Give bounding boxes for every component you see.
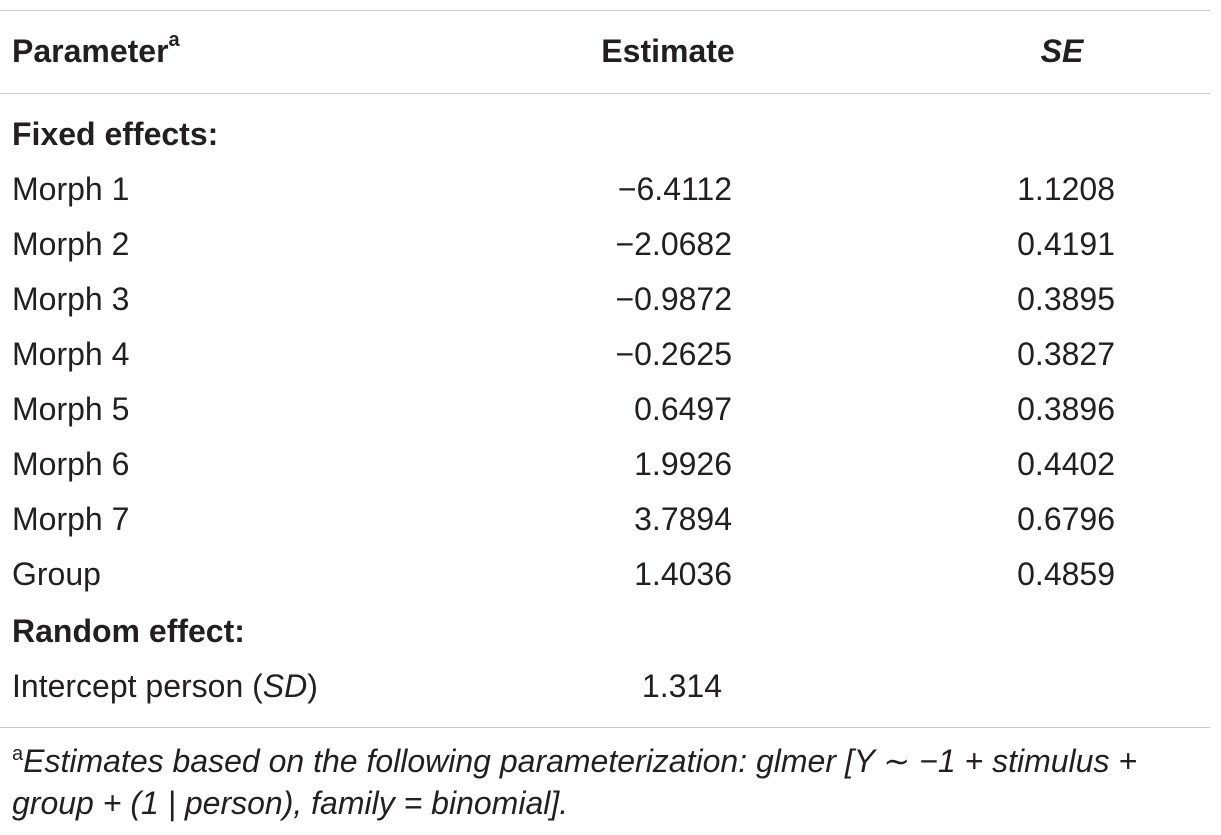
row-se: 0.4859 bbox=[1017, 556, 1115, 592]
section-title-random: Random effect: bbox=[12, 613, 245, 649]
table-row: Morph 7 3.7894 0.6796 bbox=[0, 492, 1210, 547]
row-estimate: −0.9872 bbox=[615, 281, 732, 317]
header-se: SE bbox=[1040, 33, 1084, 69]
row-se: 0.6796 bbox=[1017, 501, 1115, 537]
table-row: Morph 1 −6.4112 1.1208 bbox=[0, 162, 1210, 217]
bottom-rule bbox=[0, 727, 1210, 728]
row-estimate: 1.4036 bbox=[634, 556, 732, 592]
row-se: 1.1208 bbox=[1017, 171, 1115, 207]
table-row: Morph 4 −0.2625 0.3827 bbox=[0, 327, 1210, 382]
table-row: Morph 3 −0.9872 0.3895 bbox=[0, 272, 1210, 327]
table-row: Intercept person (SD) 1.314 bbox=[0, 659, 1210, 714]
row-parameter: Morph 5 bbox=[12, 391, 130, 427]
table-row: Morph 5 0.6497 0.3896 bbox=[0, 382, 1210, 437]
table-footnote: aEstimates based on the following parame… bbox=[12, 740, 1207, 824]
row-estimate: −2.0682 bbox=[615, 226, 732, 262]
header-parameter: Parametera bbox=[12, 29, 180, 69]
row-se: 0.3896 bbox=[1017, 391, 1115, 427]
table-row: Group 1.4036 0.4859 bbox=[0, 547, 1210, 602]
header-row: Parametera Estimate SE bbox=[0, 24, 1210, 79]
row-parameter: Morph 3 bbox=[12, 281, 130, 317]
row-se: 0.4191 bbox=[1017, 226, 1115, 262]
row-se: 0.3895 bbox=[1017, 281, 1115, 317]
section-title-fixed: Fixed effects: bbox=[12, 116, 219, 152]
footnote-marker: a bbox=[12, 743, 24, 765]
row-estimate: 3.7894 bbox=[634, 501, 732, 537]
table-row: Morph 2 −2.0682 0.4191 bbox=[0, 217, 1210, 272]
table-row: Morph 6 1.9926 0.4402 bbox=[0, 437, 1210, 492]
header-estimate: Estimate bbox=[601, 33, 735, 69]
row-estimate: 1.9926 bbox=[634, 446, 732, 482]
row-estimate: −6.4112 bbox=[617, 171, 732, 207]
row-se: 0.4402 bbox=[1017, 446, 1115, 482]
row-se: 0.3827 bbox=[1017, 336, 1115, 372]
row-parameter: Morph 4 bbox=[12, 336, 130, 372]
header-parameter-note: a bbox=[168, 29, 180, 51]
row-parameter: Morph 7 bbox=[12, 501, 130, 537]
row-parameter: Morph 1 bbox=[12, 171, 130, 207]
row-parameter: Intercept person (SD) bbox=[12, 668, 318, 704]
row-parameter: Group bbox=[12, 556, 101, 592]
row-estimate: −0.2625 bbox=[615, 336, 732, 372]
row-parameter: Morph 2 bbox=[12, 226, 130, 262]
row-estimate: 0.6497 bbox=[634, 391, 732, 427]
header-rule bbox=[0, 93, 1210, 94]
row-estimate: 1.314 bbox=[641, 668, 722, 704]
footnote-line1: Estimates based on the following paramet… bbox=[23, 743, 1138, 779]
row-parameter: Morph 6 bbox=[12, 446, 130, 482]
top-rule bbox=[0, 10, 1210, 11]
footnote-line2: group + (1 | person), family = binomial]… bbox=[12, 785, 569, 821]
